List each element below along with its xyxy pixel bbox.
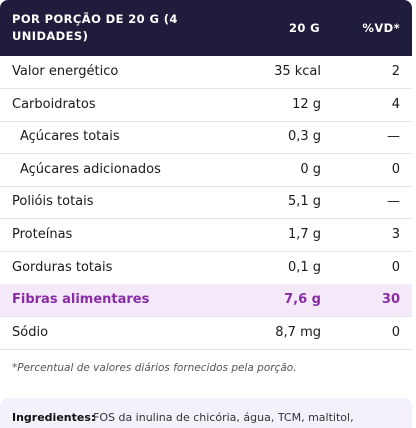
header-cell: %VD* — [362, 21, 400, 35]
ingredients: Ingredientes: FOS da inulina de chicória… — [0, 398, 412, 428]
header-cell: 20 G — [288, 21, 320, 35]
table-row: Carboidratos 12 g 4 — [0, 89, 412, 122]
table-row: Açúcares totais 0,3 g — — [0, 121, 412, 155]
table-cell: 4 — [391, 96, 400, 112]
table-cell: 3 — [391, 227, 400, 242]
header-cell: POR PORÇÃO DE 20 G (4 UNIDADES) — [12, 12, 178, 43]
table-cell: Açúcares totais — [20, 129, 120, 145]
table-cell: Polióis totais — [12, 194, 94, 210]
table-cell: Sódio — [12, 324, 49, 340]
table-cell: Carboidratos — [12, 96, 96, 112]
table-cell: 0 — [391, 259, 400, 275]
table-row: Proteínas 1,7 g 3 — [0, 219, 412, 252]
table-row: Polióis totais 5,1 g — — [0, 186, 412, 220]
table-header: POR PORÇÃO DE 20 G (4 UNIDADES) 20 G %VD… — [0, 0, 412, 56]
table-cell: Açúcares adicionados — [20, 161, 161, 177]
table-cell: Proteínas — [12, 227, 73, 242]
table-cell: Gorduras totais — [12, 259, 113, 275]
table-cell: 8,7 mg — [275, 324, 321, 340]
table-cell: 0 g — [300, 161, 321, 177]
table-row: Açúcares adicionados 0 g 0 — [0, 154, 412, 187]
table-row: Sódio 8,7 mg 0 — [0, 317, 412, 350]
table-cell: 0,1 g — [287, 259, 321, 275]
table-cell: — — [387, 129, 400, 145]
table-cell: 30 — [381, 292, 400, 308]
ingredients-label: Ingredientes: — [12, 411, 96, 424]
table-cell: 0 — [391, 161, 400, 177]
table-row: Fibras alimentares 7,6 g 30 — [0, 284, 412, 318]
table-cell: Valor energético — [12, 64, 119, 79]
table-cell: Fibras alimentares — [12, 292, 150, 308]
table-cell: — — [387, 194, 400, 210]
table-cell: 12 g — [292, 96, 321, 112]
ingredients-text: FOS da inulina de chicória, água, TCM, m… — [93, 411, 354, 424]
table-row: Gorduras totais 0,1 g 0 — [0, 252, 412, 285]
table-cell: 7,6 g — [284, 292, 321, 308]
table-cell: 0 — [391, 324, 400, 340]
table-row: Valor energético 35 kcal 2 — [0, 56, 412, 89]
footnote: *Percentual de valores diários fornecido… — [12, 362, 297, 374]
table-cell: 1,7 g — [287, 227, 321, 242]
table-cell: 2 — [391, 64, 400, 79]
table-cell: 0,3 g — [287, 129, 321, 145]
table-cell: 5,1 g — [287, 194, 321, 210]
table-cell: 35 kcal — [274, 64, 321, 79]
